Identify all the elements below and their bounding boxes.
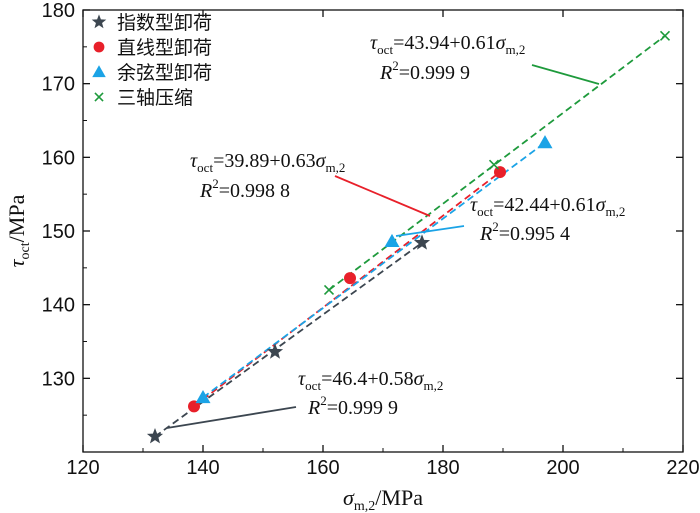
legend-label: 直线型卸荷 (117, 37, 212, 59)
data-point (323, 284, 335, 295)
data-point (488, 159, 500, 170)
data-points (146, 30, 671, 444)
data-point (344, 272, 356, 285)
axes-frame: 120 140 160 180 200 220 130 140 150 160 170 180 (42, 0, 700, 479)
r-squared-text: R2=0.998 8 (199, 176, 290, 202)
equation-leader-line (166, 406, 297, 429)
y-tick-label: 140 (42, 295, 75, 317)
axis-labels: σm,2/MPa τoct/MPa (4, 194, 423, 513)
data-point (413, 234, 431, 250)
x-tick-label: 120 (66, 457, 99, 479)
equation-leader-line (395, 225, 465, 237)
x-tick-label: 160 (306, 457, 339, 479)
fit-line (328, 35, 666, 291)
data-point (195, 389, 211, 404)
y-tick-label: 160 (42, 147, 75, 169)
data-point (188, 400, 200, 413)
r-squared-text: R2=0.995 4 (479, 219, 570, 245)
y-tick-label: 170 (42, 74, 75, 96)
x-tick-label: 220 (666, 457, 699, 479)
y-axis-title: τoct/MPa (4, 194, 33, 267)
equation-text: τoct=42.44+0.61σm,2 (470, 194, 625, 219)
equation-leader-line (334, 175, 431, 217)
equation-leader-lines (166, 64, 600, 429)
legend-marker (94, 92, 104, 102)
equation-text: τoct=39.89+0.63σm,2 (190, 150, 345, 175)
y-tick-label: 130 (42, 368, 75, 390)
data-point (266, 343, 284, 359)
data-point (146, 428, 164, 444)
equation-leader-line (531, 64, 600, 85)
r-squared-text: R2=0.999 9 (307, 393, 398, 419)
data-point (537, 135, 553, 149)
y-tick-label: 180 (42, 0, 75, 22)
data-point (659, 30, 671, 41)
legend-marker (92, 65, 106, 78)
legend-marker (91, 14, 107, 29)
x-tick-label: 140 (186, 457, 219, 479)
legend-label: 余弦型卸荷 (117, 62, 212, 84)
legend-label: 指数型卸荷 (117, 12, 212, 34)
y-tick-label: 150 (42, 221, 75, 243)
fit-equations: τoct=46.4+0.58σm,2R2=0.999 9τoct=39.89+0… (190, 32, 625, 419)
x-axis-title: σm,2/MPa (343, 485, 423, 513)
x-tick-label: 200 (546, 457, 579, 479)
r-squared-text: R2=0.999 9 (379, 58, 470, 84)
data-point (494, 166, 506, 179)
legend-label: 三轴压缩 (117, 87, 193, 109)
equation-text: τoct=46.4+0.58σm,2 (298, 368, 443, 393)
fit-lines (154, 35, 666, 438)
equation-text: τoct=43.94+0.61σm,2 (370, 32, 525, 57)
x-tick-label: 180 (426, 457, 459, 479)
fit-line (202, 141, 546, 399)
legend-marker (93, 41, 105, 53)
data-point (384, 233, 400, 247)
